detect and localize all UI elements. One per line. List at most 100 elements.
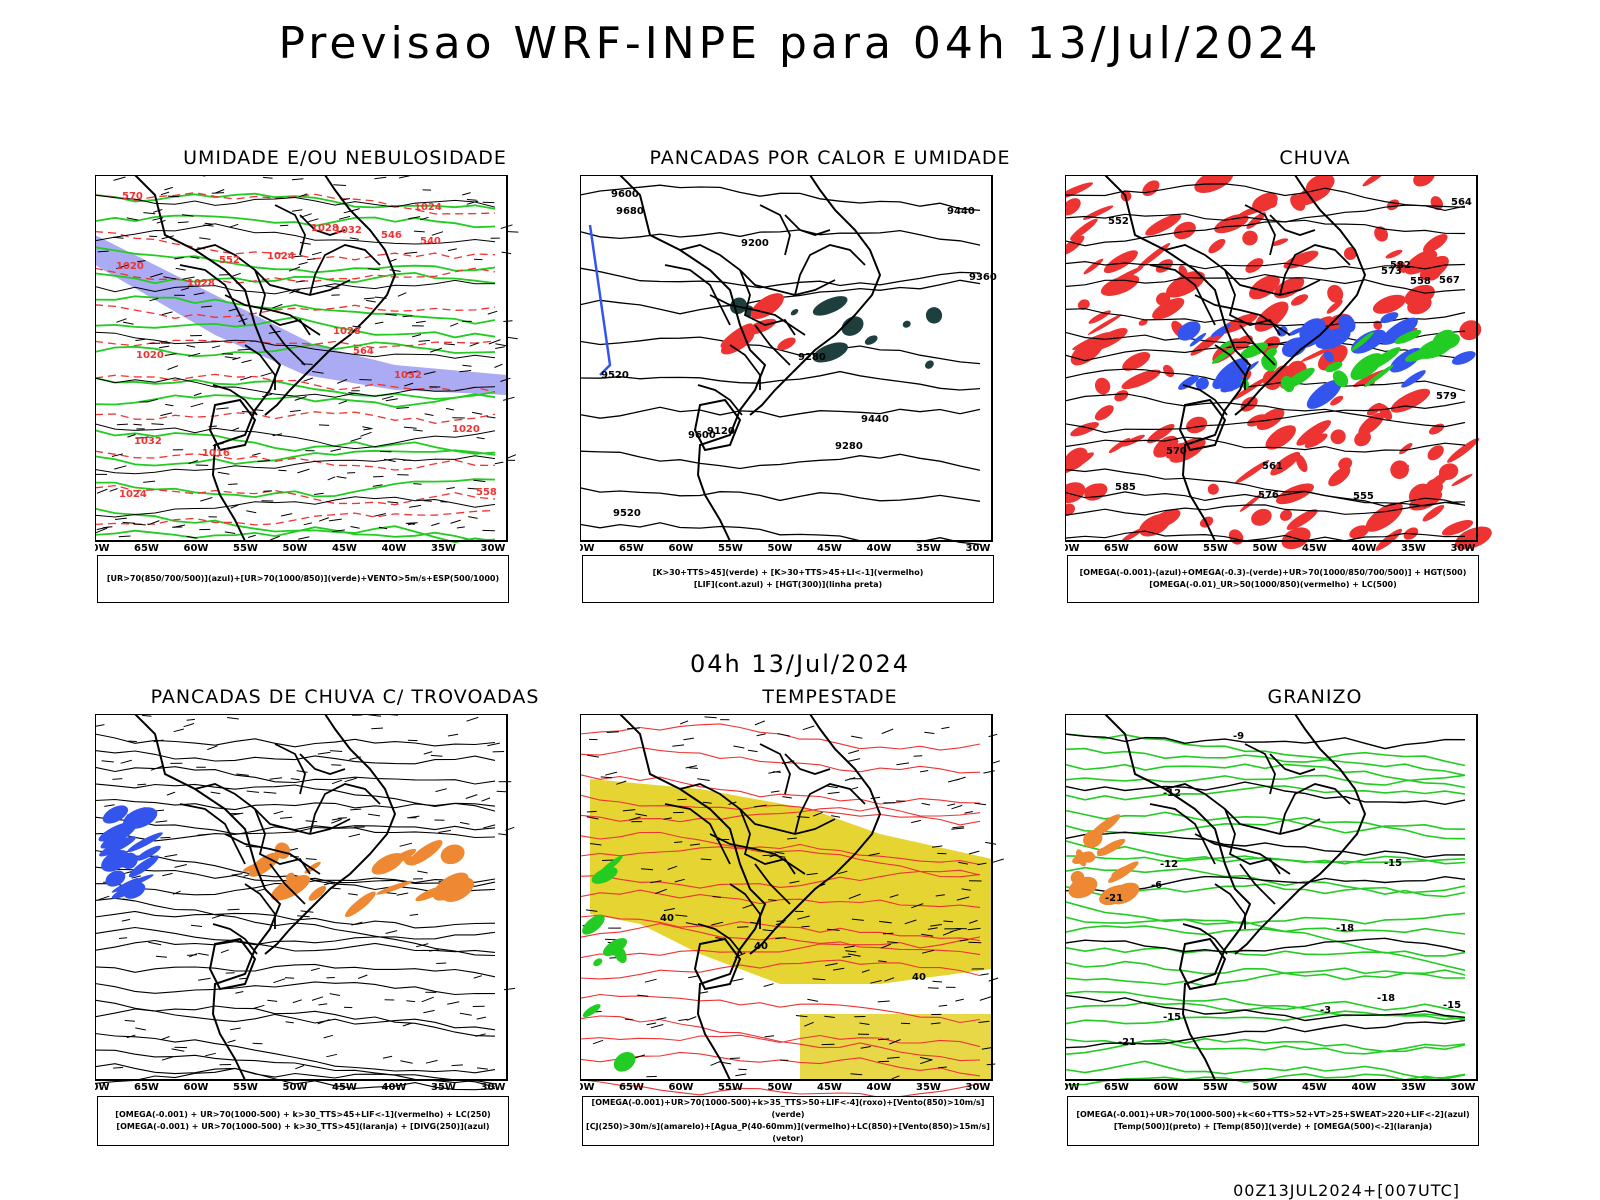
country-border [759,743,791,795]
wind-vector [310,967,320,971]
contour-label: 540 [420,236,441,247]
wind-vector [622,809,636,812]
wind-vector [406,1000,416,1003]
wind-vector [237,348,251,351]
shaded-area [102,805,129,824]
wind-vector [200,497,213,502]
lon-tick-label: 30W [966,1082,991,1093]
wind-vector [456,526,465,529]
shaded-area [1219,341,1232,349]
wind-vector [160,1036,170,1041]
wind-vector [247,534,256,538]
wind-vector [959,939,969,942]
contour-line [1065,774,1466,786]
country-border [1194,833,1291,875]
wind-vector [291,178,304,181]
wind-vector [980,973,989,976]
wind-vector [921,802,931,806]
contour-line [95,373,496,393]
lon-tick-label: 50W [283,1082,308,1093]
wind-vector [323,1034,334,1039]
wind-vector [729,1057,740,1059]
shaded-area [1338,457,1353,471]
contour-line [95,377,496,398]
country-border [1164,244,1321,296]
wind-vector [150,765,163,771]
contour-label: -12 [1160,859,1178,870]
contour-line [95,316,496,339]
wind-vector [450,322,459,327]
contour-label: 1020 [136,350,164,361]
shaded-area [1109,882,1140,905]
wind-vector [197,833,209,836]
wind-vector [462,364,472,367]
contour-line [95,798,496,811]
humidity-band [95,235,507,395]
wind-vector [127,434,136,438]
contour-label: 552 [1108,216,1129,227]
wind-vector [328,518,342,522]
contour-line [580,1034,981,1048]
map-chuva: 58558257957657357056756456155855555212S1… [1065,175,1492,554]
shaded-area [408,840,443,866]
wind-vector [331,779,343,785]
shaded-area [790,308,799,316]
wind-vector [327,476,336,481]
wind-vector [459,821,470,825]
contour-label: 558 [1410,276,1431,287]
wind-vector [337,378,348,384]
wind-vector [372,484,383,487]
wind-vector [330,750,343,752]
lon-tick-label: 60W [669,543,694,554]
wind-vector [848,749,860,754]
wind-vector [704,716,717,719]
coastline [619,175,767,542]
contour-label: 1028 [333,326,361,337]
wind-vector [167,365,179,371]
wind-vector [616,780,627,785]
wind-vector [644,978,657,983]
wind-vector [777,733,791,737]
lon-tick-label: 55W [233,543,258,554]
wind-vector [877,1038,890,1041]
contour-label: -9 [1233,731,1244,742]
contour-line [95,304,496,319]
wind-vector [958,861,968,865]
wind-vector [383,458,396,463]
wind-vector [672,744,685,747]
wind-vector [423,751,433,755]
country-border [1149,803,1216,865]
wind-vector [927,927,938,930]
shaded-area [1404,347,1436,362]
wind-vector [663,817,672,820]
wind-vector [590,843,602,846]
wind-vector [488,339,501,345]
wind-vector [446,487,455,490]
wind-vector [193,392,202,397]
wind-vector [605,771,618,776]
country-border [794,783,866,835]
shaded-area [1425,250,1439,268]
contour-line [580,267,981,289]
lon-tick-label: 65W [619,543,644,554]
contour-line [95,816,496,839]
wind-vector [674,878,685,883]
wind-vector [126,217,139,221]
wind-vector [451,1064,463,1067]
country-border [784,214,831,236]
contour-line [1065,393,1466,428]
wind-vector [207,745,218,751]
wind-vector [421,996,434,1003]
wind-vector [240,376,252,381]
wind-vector [378,526,388,530]
wind-vector [978,1020,990,1023]
wind-vector [868,852,880,856]
wind-vector [366,299,376,303]
contour-label: -6 [1151,880,1162,891]
wind-vector [674,841,683,843]
shaded-area [1156,292,1171,306]
wind-vector [198,977,211,981]
contour-line [580,923,981,956]
shaded-area [1349,525,1369,539]
country-border [664,803,731,865]
